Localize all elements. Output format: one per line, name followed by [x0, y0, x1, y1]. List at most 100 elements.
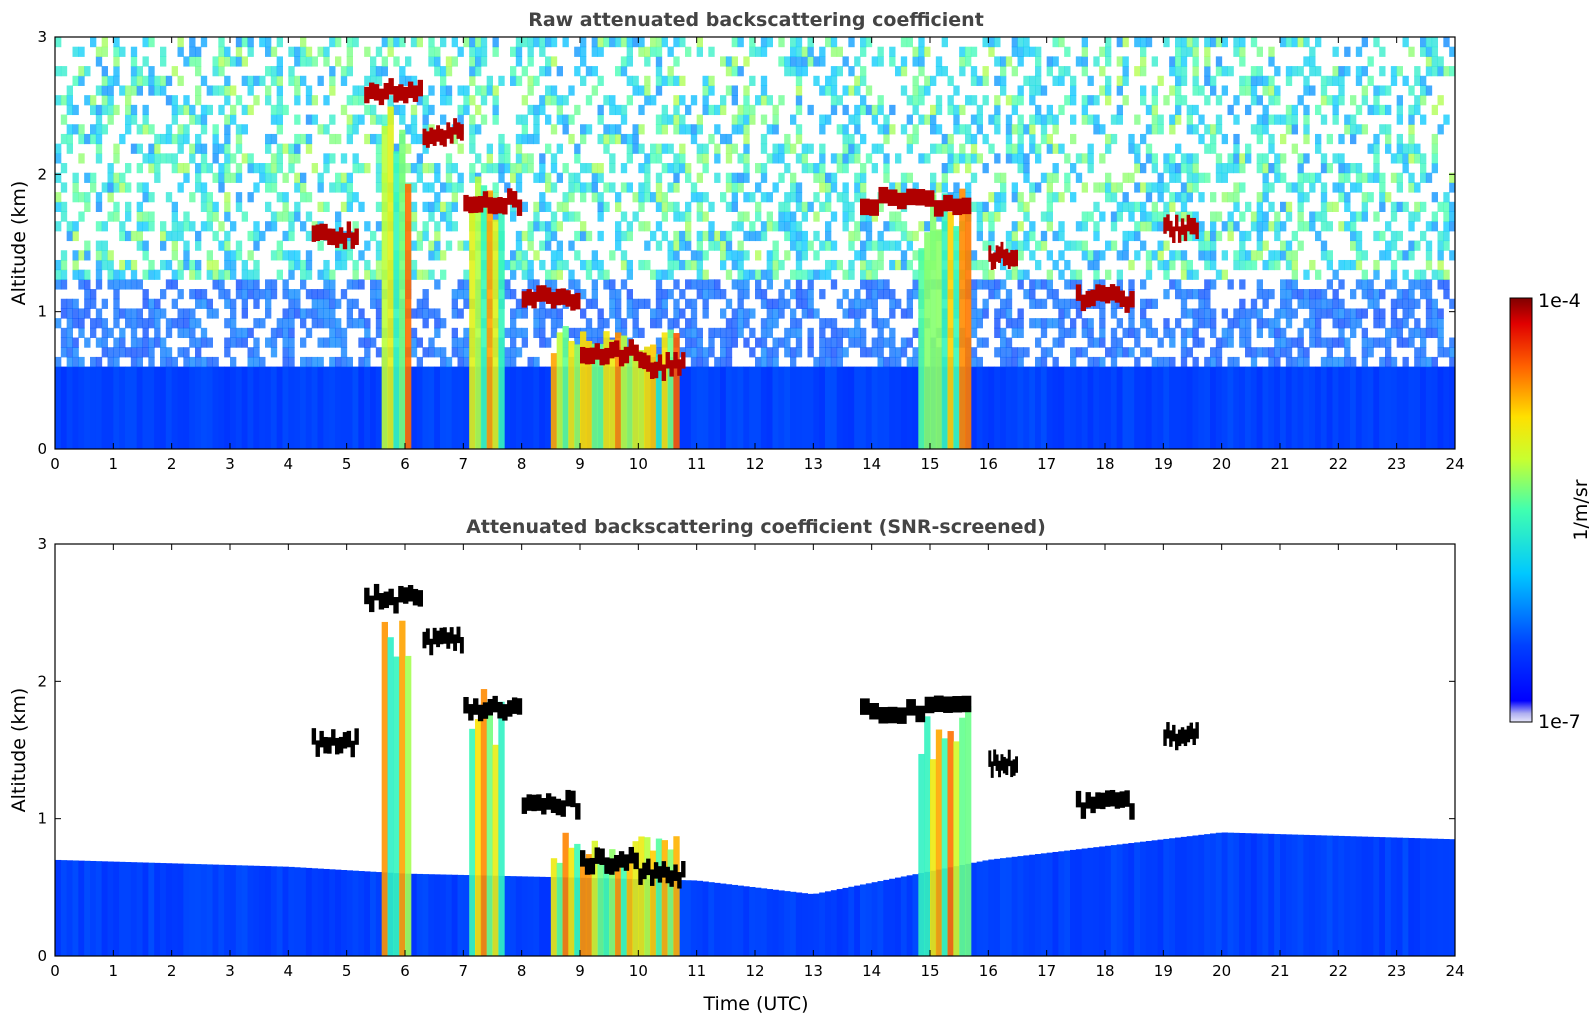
- panel-screened-bl-column: [725, 884, 733, 956]
- panel-raw-noise-cell: [1128, 230, 1135, 242]
- panel-raw-noise-cell: [807, 327, 814, 339]
- panel-raw-bl-column: [1367, 366, 1374, 449]
- panel-raw-noise-cell: [1414, 153, 1421, 164]
- panel-screened-precip-column-0: [381, 621, 388, 956]
- panel-raw-bl-column: [1309, 366, 1316, 449]
- panel-raw-noise-cell: [860, 347, 867, 358]
- panel-raw-noise-cell: [906, 230, 913, 242]
- panel-raw-noise-cell: [218, 269, 225, 280]
- panel-raw-noise-cell: [1303, 104, 1310, 116]
- panel-raw-noise-cell: [1023, 201, 1030, 212]
- panel-raw-noise-cell: [702, 356, 709, 368]
- panel-raw-noise-cell: [235, 279, 243, 290]
- panel-raw-bl-column: [300, 366, 307, 449]
- panel-raw-noise-cell: [1350, 221, 1357, 232]
- panel-raw-noise-cell: [300, 221, 307, 232]
- panel-raw-noise-cell: [160, 347, 167, 358]
- panel-raw-noise-cell: [270, 172, 278, 183]
- panel-raw-noise-cell: [1151, 201, 1158, 212]
- panel-raw-noise-cell: [218, 85, 225, 96]
- panel-raw-noise-cell: [358, 250, 365, 261]
- panel-raw-noise-cell: [422, 104, 429, 116]
- panel-raw-noise-cell: [1420, 356, 1427, 368]
- panel-raw-noise-cell: [305, 289, 313, 300]
- panel-raw-noise-cell: [1029, 75, 1036, 86]
- panel-raw-noise-cell: [1396, 172, 1403, 183]
- panel-raw-noise-cell: [976, 201, 983, 212]
- panel-raw-x-axis: 0 1 2 3 4 5 6 7 8 9 10 11 12 13 14 15 16 17 18 19 20 21 22 23 24: [50, 37, 1465, 473]
- panel-raw-noise-cell: [679, 308, 686, 319]
- panel-raw-noise-cell: [737, 289, 744, 300]
- panel-raw-noise-cell: [1011, 143, 1018, 154]
- panel-raw-noise-cell: [451, 289, 458, 300]
- panel-raw-noise-cell: [78, 153, 85, 164]
- panel-raw-noise-cell: [725, 318, 733, 329]
- panel-raw-noise-cell: [895, 153, 902, 164]
- panel-raw-noise-cell: [743, 289, 750, 300]
- panel-screened-bl-column: [679, 880, 686, 956]
- panel-raw-noise-cell: [1157, 250, 1164, 261]
- panel-raw-noise-cell: [1011, 66, 1018, 77]
- panel-raw-noise-cell: [1280, 114, 1287, 125]
- panel-raw-cloud-layer-6: [681, 352, 686, 369]
- panel-raw-noise-cell: [504, 289, 511, 300]
- panel-raw-precip-column-3: [947, 212, 954, 449]
- panel-raw-noise-cell: [1140, 56, 1147, 67]
- panel-raw-noise-cell: [1110, 182, 1118, 193]
- panel-raw-noise-cell: [842, 269, 849, 280]
- panel-raw-bl-column: [690, 366, 698, 449]
- panel-raw-noise-cell: [1052, 163, 1059, 174]
- panel-raw-precip-column-2: [626, 354, 633, 449]
- panel-screened-cloud-layer-1: [398, 585, 404, 603]
- panel-raw-noise-cell: [1431, 327, 1438, 339]
- panel-raw-noise-cell: [655, 308, 663, 319]
- panel-raw-noise-cell: [854, 75, 861, 86]
- panel-raw-noise-cell: [160, 85, 167, 96]
- panel-raw-noise-cell: [410, 163, 418, 174]
- panel-raw-noise-cell: [708, 75, 715, 86]
- panel-raw-noise-cell: [119, 347, 126, 358]
- panel-raw-bl-column: [1443, 366, 1450, 449]
- panel-raw-noise-cell: [661, 201, 668, 212]
- panel-screened-bl-column: [171, 863, 178, 956]
- panel-raw-noise-cell: [976, 124, 983, 135]
- panel-screened-precip-column-2: [585, 854, 593, 956]
- panel-raw-noise-cell: [189, 318, 196, 329]
- panel-raw-noise-cell: [1303, 192, 1310, 203]
- panel-raw-noise-cell: [918, 221, 925, 232]
- panel-raw-bl-column: [685, 366, 692, 449]
- panel-raw-cloud-layer-8: [988, 245, 992, 262]
- panel-raw-noise-cell: [790, 240, 797, 251]
- panel-raw-noise-cell: [854, 289, 861, 300]
- panel-raw-noise-cell: [1192, 66, 1199, 77]
- panel-raw-noise-cell: [661, 37, 668, 48]
- panel-raw-noise-cell: [1385, 133, 1392, 145]
- panel-screened-bl-column: [1245, 833, 1252, 956]
- panel-raw-noise-cell: [311, 308, 318, 319]
- panel-raw-precip-column-2: [638, 349, 645, 449]
- panel-raw-noise-cell: [772, 308, 779, 319]
- panel-raw-noise-cell: [638, 192, 645, 203]
- panel-raw-noise-cell: [1099, 66, 1106, 77]
- panel-raw-noise-cell: [294, 143, 301, 154]
- panel-screened-cloud-layer-9: [1080, 802, 1087, 819]
- panel-raw-noise-cell: [515, 327, 523, 339]
- panel-raw-noise-cell: [801, 66, 808, 77]
- panel-raw-noise-cell: [195, 318, 202, 329]
- panel-raw-noise-cell: [1000, 85, 1007, 96]
- panel-raw-noise-cell: [247, 250, 254, 261]
- panel-raw-noise-cell: [545, 182, 552, 193]
- panel-raw-noise-cell: [247, 347, 254, 358]
- panel-raw-noise-cell: [533, 250, 540, 261]
- panel-raw-noise-cell: [965, 163, 972, 174]
- panel-raw-noise-cell: [807, 269, 814, 280]
- panel-raw-noise-cell: [690, 327, 698, 339]
- panel-raw-noise-cell: [165, 347, 173, 358]
- panel-screened-cloud-layer-7: [906, 699, 916, 716]
- panel-raw-noise-cell: [924, 75, 931, 86]
- panel-raw-noise-cell: [737, 172, 744, 183]
- panel-raw-noise-cell: [1437, 95, 1444, 106]
- panel-raw-noise-cell: [352, 269, 359, 280]
- panel-raw-noise-cell: [830, 318, 838, 329]
- panel-raw-noise-cell: [673, 298, 680, 309]
